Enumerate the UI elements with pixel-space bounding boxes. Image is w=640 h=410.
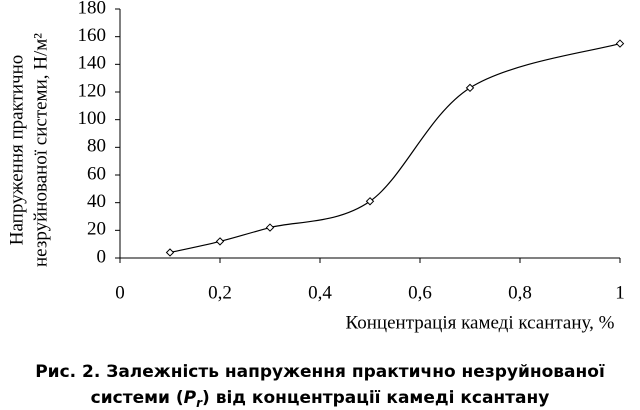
y-tick-label: 160 xyxy=(78,25,107,46)
y-axis-label: Напруження практично xyxy=(6,55,27,245)
x-tick-label: 0 xyxy=(115,282,125,303)
x-axis-label: Концентрація камеді ксантану, % xyxy=(346,312,615,333)
y-tick-label: 40 xyxy=(87,191,106,212)
caption: системи (Pr) від концентрації камеді кса… xyxy=(91,388,550,410)
caption-part: r xyxy=(196,396,203,410)
y-tick-label: 180 xyxy=(78,0,107,18)
y-axis-label: незруйнованої системи, Н/м² xyxy=(30,33,51,267)
y-tick-label: 80 xyxy=(87,136,106,157)
y-tick-label: 120 xyxy=(78,80,107,101)
marker xyxy=(165,248,175,257)
y-tick-label: 60 xyxy=(87,163,106,184)
x-tick-label: 0,6 xyxy=(408,282,432,303)
marker xyxy=(615,39,625,48)
caption-part: системи ( xyxy=(91,388,184,408)
x-tick-label: 0,2 xyxy=(208,282,232,303)
caption-part: ) від концентрації камеді ксантану xyxy=(202,388,549,408)
caption-part: P xyxy=(184,388,197,408)
marker xyxy=(265,223,275,232)
marker xyxy=(465,83,475,93)
y-tick-label: 0 xyxy=(97,246,107,267)
x-tick-label: 0,4 xyxy=(308,282,332,303)
y-tick-label: 20 xyxy=(87,219,106,240)
line xyxy=(169,43,621,254)
y-tick-label: 140 xyxy=(78,53,107,74)
x-tick-label: 0,8 xyxy=(508,282,532,303)
caption: Рис. 2. Залежність напруження практично … xyxy=(35,362,605,382)
marker xyxy=(365,197,375,206)
marker xyxy=(215,237,225,246)
y-tick-label: 100 xyxy=(78,108,107,129)
x-tick-label: 1 xyxy=(615,282,625,303)
